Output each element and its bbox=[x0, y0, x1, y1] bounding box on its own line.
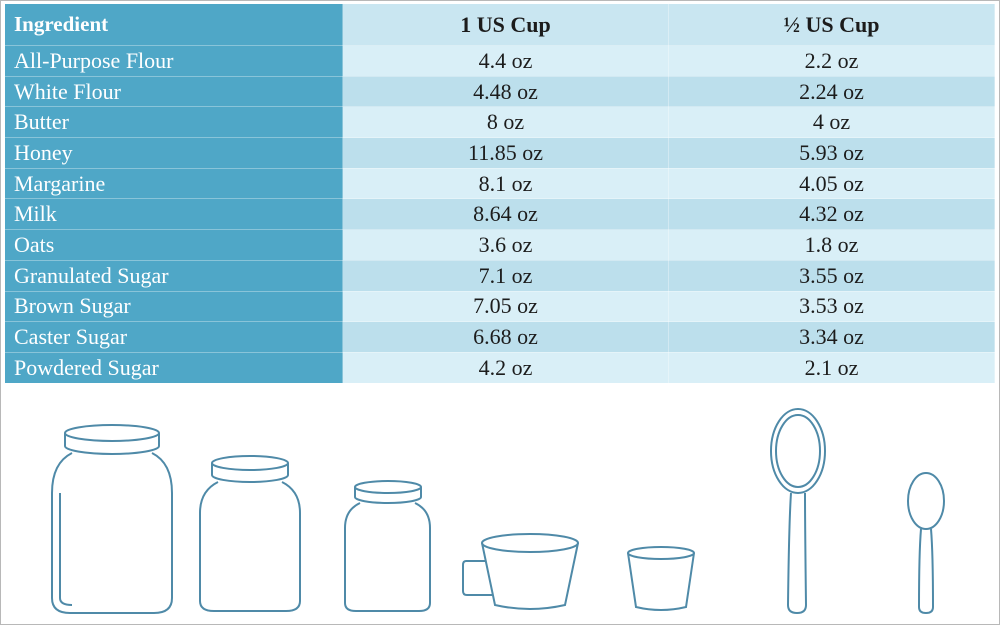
weight-cell: 3.53 oz bbox=[668, 290, 995, 323]
table-row: Brown Sugar 7.05 oz 3.53 oz bbox=[4, 290, 995, 323]
table-body: All-Purpose Flour 4.4 oz 2.2 oz White Flour… bbox=[4, 45, 995, 384]
weight-cell: 7.05 oz bbox=[342, 290, 669, 323]
weight-cell: 4.32 oz bbox=[668, 198, 995, 231]
weight-cell: 4.48 oz bbox=[342, 75, 669, 108]
large-jar bbox=[51, 424, 173, 614]
weight-cell: 4.4 oz bbox=[342, 45, 669, 77]
table-row: Oats 3.6 oz 1.8 oz bbox=[4, 229, 995, 261]
ingredient-cell: All-Purpose Flour bbox=[4, 45, 343, 77]
conversion-table: Ingredient 1 US Cup ½ US Cup All-Purpose… bbox=[4, 3, 995, 384]
weight-cell: 2.24 oz bbox=[668, 75, 995, 108]
table-row: Powdered Sugar 4.2 oz 2.1 oz bbox=[4, 351, 995, 384]
weight-cell: 3.55 oz bbox=[668, 259, 995, 292]
ingredient-cell: Powdered Sugar bbox=[4, 351, 343, 384]
ingredient-cell: Caster Sugar bbox=[4, 321, 343, 353]
ingredient-cell: Oats bbox=[4, 229, 343, 261]
weight-cell: 8.1 oz bbox=[342, 167, 669, 200]
weight-cell: 4 oz bbox=[668, 106, 995, 139]
ingredient-cell: Butter bbox=[4, 106, 343, 139]
header-cell: 1 US Cup bbox=[342, 3, 669, 46]
weight-cell: 6.68 oz bbox=[342, 321, 669, 353]
weight-cell: 2.1 oz bbox=[668, 351, 995, 384]
ingredient-cell: Brown Sugar bbox=[4, 290, 343, 323]
table-header: Ingredient 1 US Cup ½ US Cup bbox=[4, 3, 995, 46]
header-row: Ingredient 1 US Cup ½ US Cup bbox=[4, 3, 995, 46]
table-row: Milk 8.64 oz 4.32 oz bbox=[4, 198, 995, 231]
small-spoon bbox=[907, 472, 945, 615]
small-cup bbox=[627, 546, 695, 611]
table-row: White Flour 4.48 oz 2.24 oz bbox=[4, 75, 995, 108]
table-row: All-Purpose Flour 4.4 oz 2.2 oz bbox=[4, 45, 995, 77]
ingredient-cell: Margarine bbox=[4, 167, 343, 200]
weight-cell: 4.2 oz bbox=[342, 351, 669, 384]
weight-cell: 11.85 oz bbox=[342, 137, 669, 169]
weight-cell: 3.34 oz bbox=[668, 321, 995, 353]
medium-jar bbox=[199, 455, 301, 612]
measuring-cup bbox=[462, 533, 579, 610]
ingredient-cell: Granulated Sugar bbox=[4, 259, 343, 292]
header-cell: ½ US Cup bbox=[668, 3, 995, 46]
weight-cell: 7.1 oz bbox=[342, 259, 669, 292]
weight-cell: 3.6 oz bbox=[342, 229, 669, 261]
table-row: Honey 11.85 oz 5.93 oz bbox=[4, 137, 995, 169]
ingredient-cell: White Flour bbox=[4, 75, 343, 108]
weight-cell: 8.64 oz bbox=[342, 198, 669, 231]
weight-cell: 4.05 oz bbox=[668, 167, 995, 200]
table-row: Butter 8 oz 4 oz bbox=[4, 106, 995, 139]
ingredient-cell: Milk bbox=[4, 198, 343, 231]
header-cell: Ingredient bbox=[4, 3, 343, 46]
small-jar bbox=[344, 480, 431, 612]
weight-cell: 2.2 oz bbox=[668, 45, 995, 77]
kitchen-illustration bbox=[51, 408, 945, 615]
weight-cell: 5.93 oz bbox=[668, 137, 995, 169]
table-row: Granulated Sugar 7.1 oz 3.55 oz bbox=[4, 259, 995, 292]
large-spoon bbox=[770, 408, 826, 615]
table-row: Caster Sugar 6.68 oz 3.34 oz bbox=[4, 321, 995, 353]
table-row: Margarine 8.1 oz 4.05 oz bbox=[4, 167, 995, 200]
weight-cell: 8 oz bbox=[342, 106, 669, 139]
ingredient-cell: Honey bbox=[4, 137, 343, 169]
weight-cell: 1.8 oz bbox=[668, 229, 995, 261]
